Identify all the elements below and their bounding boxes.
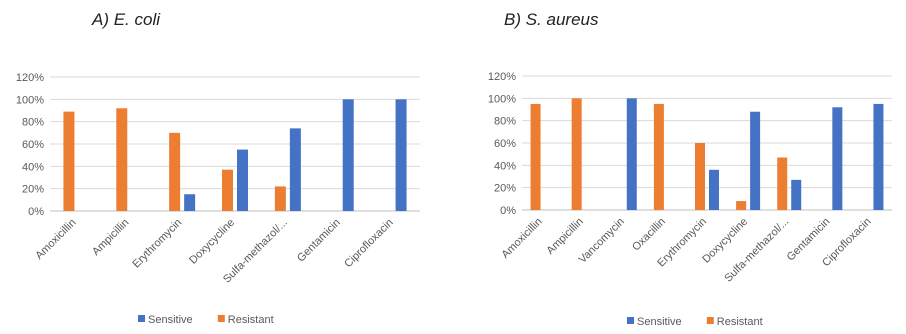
bar-sensitive xyxy=(791,179,802,210)
y-tick-label: 80% xyxy=(494,116,516,128)
bar-resistant xyxy=(695,143,705,210)
y-tick-label: 80% xyxy=(22,117,44,129)
y-tick-label: 120% xyxy=(16,72,44,84)
bar-sensitive xyxy=(709,169,719,210)
y-tick-label: 100% xyxy=(488,93,516,105)
x-category-label: Oxacillin xyxy=(630,216,668,254)
y-tick-label: 120% xyxy=(488,71,516,83)
legend-swatch-resistant xyxy=(217,315,225,322)
bar-resistant xyxy=(274,186,286,211)
x-category-label: Erythromycin xyxy=(130,217,184,271)
bar-resistant xyxy=(530,103,541,210)
x-category-label: Doxycycline xyxy=(187,217,237,267)
bar-sensitive xyxy=(873,103,884,210)
legend-label-sensitive: Sensitive xyxy=(637,316,682,328)
bar-resistant xyxy=(777,157,788,210)
bar-sensitive xyxy=(184,194,196,211)
bar-resistant xyxy=(116,108,128,211)
bar-resistant xyxy=(653,103,664,210)
y-tick-label: 40% xyxy=(494,160,516,172)
chart-a: 0% 20% 40% 60% 80% 100% 120% Amoxicillin Ampicil… xyxy=(16,72,420,326)
y-tick-label: 0% xyxy=(500,205,516,217)
bar-resistant xyxy=(736,201,747,210)
legend-swatch-sensitive xyxy=(627,317,634,324)
y-tick-label: 60% xyxy=(22,139,44,151)
bar-sensitive xyxy=(832,107,843,210)
bar-sensitive xyxy=(626,98,637,210)
bar-sensitive xyxy=(750,111,761,210)
x-category-label: Amoxicillin xyxy=(33,217,78,262)
legend-swatch-resistant xyxy=(706,317,714,324)
bar-sensitive xyxy=(289,128,301,211)
legend-swatch-sensitive xyxy=(138,315,145,322)
bar-sensitive xyxy=(342,99,354,211)
chart-b: 0% 20% 40% 60% 80% 100% 120% Amoxicillin Ampicil… xyxy=(488,71,892,328)
chart-b-title: B) S. aureus xyxy=(504,10,599,29)
y-tick-label: 20% xyxy=(494,183,516,195)
legend-label-sensitive: Sensitive xyxy=(148,314,193,326)
legend-label-resistant: Resistant xyxy=(228,314,274,326)
x-category-label: Amoxicillin xyxy=(499,216,544,261)
y-tick-label: 40% xyxy=(22,161,44,173)
x-category-label: Ciprofloxacin xyxy=(342,217,395,270)
bar-resistant xyxy=(169,132,181,211)
x-category-label: Gentamicin xyxy=(295,217,343,265)
bar-resistant xyxy=(63,111,75,211)
y-tick-label: 100% xyxy=(16,94,44,106)
bar-sensitive xyxy=(395,99,407,211)
legend-label-resistant: Resistant xyxy=(717,316,763,328)
y-tick-label: 20% xyxy=(22,184,44,196)
y-tick-label: 0% xyxy=(28,206,44,218)
x-category-label: Ampicillin xyxy=(544,216,585,257)
chart-a-title: A) E. coli xyxy=(92,10,161,29)
bar-sensitive xyxy=(237,149,248,211)
bar-resistant xyxy=(571,98,582,210)
bar-resistant xyxy=(222,169,233,211)
y-tick-label: 60% xyxy=(494,138,516,150)
x-category-label: Ampicillin xyxy=(90,217,131,258)
